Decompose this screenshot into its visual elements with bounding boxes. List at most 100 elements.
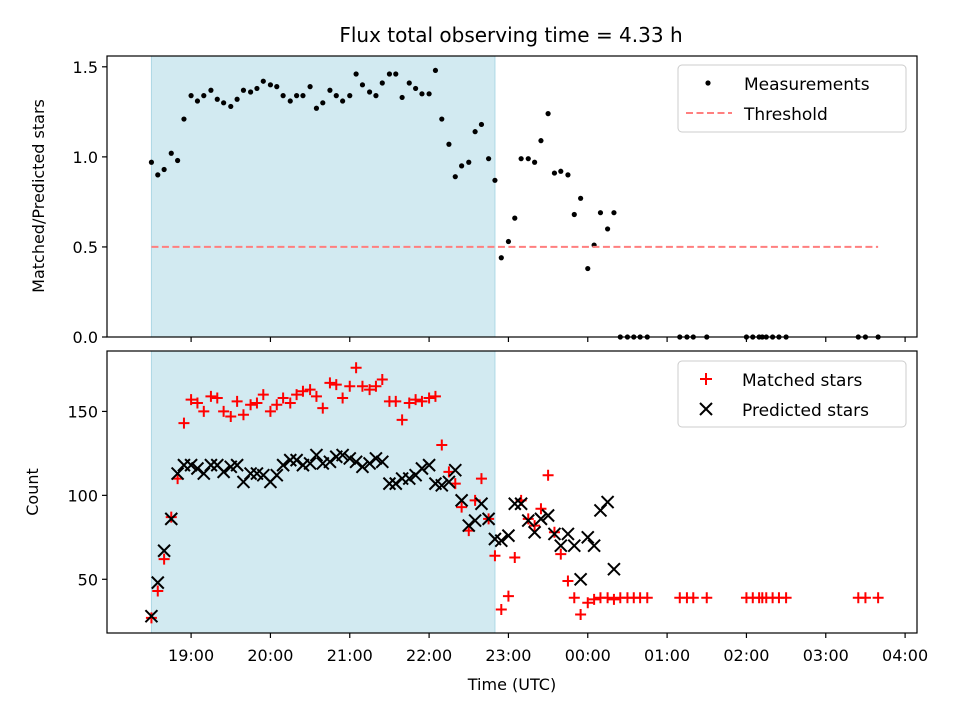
matched-star-point: [390, 395, 402, 407]
measurement-point: [175, 157, 181, 164]
matched-star-point: [350, 362, 362, 374]
matched-star-point: [522, 513, 534, 525]
matched-star-point: [152, 585, 164, 597]
x-tick-label: 22:00: [406, 646, 452, 665]
predicted-star-point: [435, 478, 449, 492]
legend-predicted-label: Predicted stars: [742, 401, 869, 421]
predicted-star-point: [151, 575, 165, 590]
predicted-star-point: [587, 539, 601, 553]
measurement-point: [492, 177, 498, 183]
predicted-star-point: [468, 513, 482, 528]
measurement-point: [208, 87, 214, 93]
measurement-point: [148, 159, 155, 165]
predicted-star-point: [573, 572, 588, 586]
measurement-point: [280, 93, 286, 99]
measurement-point: [366, 89, 373, 95]
predicted-star-point: [164, 512, 178, 526]
measurement-point: [551, 170, 558, 176]
matched-star-point: [608, 593, 620, 605]
top-legend-box: [677, 64, 907, 133]
matched-star-point: [780, 592, 792, 604]
measurement-point: [478, 121, 485, 128]
y-tick-label: 50: [78, 570, 98, 589]
predicted-star-point: [494, 533, 508, 548]
matched-star-point: [271, 399, 283, 411]
predicted-star-point: [343, 451, 357, 466]
legend-matched-label: Matched stars: [742, 371, 862, 391]
matched-star-point: [145, 612, 157, 624]
bottom-observing-window: [150, 350, 496, 634]
predicted-star-point: [216, 465, 231, 479]
matched-star-point: [284, 397, 296, 409]
x-axis-label: Time (UTC): [467, 675, 556, 694]
top-axes-frame: [106, 55, 918, 338]
matched-star-point: [277, 392, 289, 404]
matched-star-point: [264, 405, 276, 417]
measurement-point: [300, 93, 306, 99]
matched-star-point: [225, 410, 237, 422]
legend-matched-marker: [700, 373, 712, 385]
bottom-y-axis: 50 100 150: [67, 402, 107, 589]
matched-star-point: [701, 592, 713, 604]
x-tick-label: 00:00: [565, 646, 611, 665]
top-plot-area: [148, 67, 881, 340]
measurement-point: [307, 84, 313, 90]
measurement-point: [247, 89, 254, 95]
x-tick-label: 03:00: [803, 646, 849, 665]
matched-star-point: [562, 575, 574, 587]
measurement-point: [221, 100, 227, 106]
predicted-star-point: [355, 460, 370, 474]
measurement-point: [413, 85, 419, 92]
predicted-star-point: [521, 513, 535, 528]
measurement-point: [538, 138, 544, 144]
legend-predicted-marker: [699, 402, 713, 416]
measurement-point: [571, 211, 577, 218]
predicted-star-point: [402, 471, 416, 486]
measurement-point: [161, 166, 167, 173]
matched-star-point: [548, 526, 560, 538]
predicted-star-point: [230, 458, 244, 472]
matched-star-point: [185, 394, 197, 406]
measurement-point: [386, 71, 393, 77]
matched-star-point: [344, 380, 356, 392]
y-tick-label: 100: [67, 486, 98, 505]
measurement-point: [518, 156, 524, 162]
predicted-star-point: [335, 448, 350, 462]
matched-star-point: [291, 389, 303, 401]
matched-star-point: [297, 385, 309, 397]
measurement-point: [459, 163, 465, 169]
bottom-legend-box: [677, 360, 907, 428]
matched-star-point: [364, 384, 376, 396]
predicted-star-point: [270, 468, 284, 482]
measurement-point: [333, 93, 339, 99]
matched-star-point: [198, 405, 210, 417]
measurement-point: [188, 93, 194, 99]
matched-star-point: [317, 402, 329, 414]
matched-star-point: [330, 379, 342, 391]
matched-star-point: [376, 374, 388, 386]
matched-star-point: [582, 597, 594, 609]
bottom-axes-frame: [106, 350, 918, 634]
predicted-star-point: [369, 451, 383, 466]
predicted-star-point: [514, 497, 528, 511]
measurement-point: [426, 91, 432, 97]
predicted-star-point: [474, 497, 489, 511]
predicted-star-point: [309, 448, 324, 462]
matched-star-point: [410, 394, 422, 406]
predicted-star-point: [534, 512, 548, 526]
x-tick-label: 20:00: [247, 646, 293, 665]
y-tick-label: 1.0: [73, 148, 98, 167]
bottom-panel: 50 100 150 19:00 20:00 21:00 22:00 23:00 00:00 0…: [23, 350, 928, 694]
predicted-star-point: [448, 463, 462, 477]
matched-star-point: [859, 592, 871, 604]
predicted-star-point: [204, 458, 218, 472]
measurement-point: [565, 172, 571, 178]
measurement-point: [155, 172, 161, 178]
measurement-point: [373, 93, 379, 99]
measurement-point: [545, 111, 551, 117]
predicted-star-point: [382, 476, 397, 491]
measurement-point: [274, 84, 280, 90]
measurement-point: [452, 174, 458, 180]
predicted-star-point: [375, 455, 389, 469]
